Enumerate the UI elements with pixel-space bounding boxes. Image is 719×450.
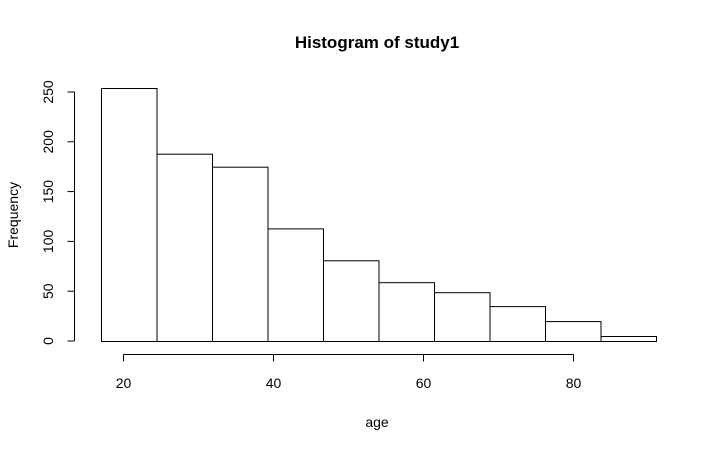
x-tick-label: 40	[266, 375, 282, 391]
x-axis: 20 40 60 80	[116, 354, 582, 391]
histogram-bar-9	[545, 321, 602, 343]
y-axis-label: Frequency	[5, 182, 21, 248]
x-axis-label: age	[365, 414, 389, 430]
x-tick-label: 20	[116, 375, 132, 391]
y-tick-label: 100	[40, 230, 56, 254]
x-tick-label: 80	[566, 375, 582, 391]
histogram-bar-4	[267, 228, 324, 342]
histogram-bar-7	[434, 292, 491, 343]
y-axis: 0 50 100 150 200 250	[40, 80, 75, 345]
x-tick-label: 60	[416, 375, 432, 391]
y-tick-label: 250	[40, 80, 56, 104]
bars-group	[101, 88, 657, 343]
histogram-bar-3	[212, 166, 269, 342]
histogram-bar-8	[489, 306, 546, 343]
histogram-bar-1	[101, 88, 158, 342]
histogram-bar-2	[156, 153, 213, 342]
histogram-bar-5	[323, 260, 380, 342]
y-tick-label: 150	[40, 180, 56, 204]
y-tick-label: 200	[40, 130, 56, 154]
y-tick-label: 0	[40, 337, 56, 345]
histogram-bar-10	[600, 336, 657, 342]
chart-title: Histogram of study1	[295, 33, 459, 52]
histogram-bar-6	[378, 282, 435, 343]
y-tick-label: 50	[40, 283, 56, 299]
